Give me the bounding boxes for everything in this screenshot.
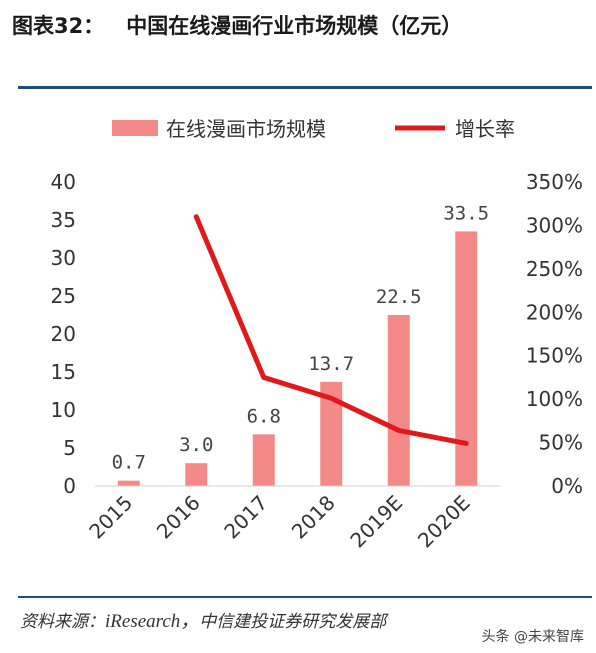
y-left-tick-label: 40: [51, 170, 76, 194]
y-right-tick-label: 200%: [526, 300, 583, 324]
y-left-tick-label: 5: [63, 436, 76, 460]
x-tick-label-2016: 2016: [152, 491, 205, 544]
x-tick-label-2017: 2017: [219, 491, 272, 544]
bar-2019E: [387, 315, 410, 486]
x-tick-label-2018: 2018: [287, 491, 340, 544]
y-right-tick-label: 50%: [539, 431, 583, 455]
y-right-tick-label: 100%: [526, 387, 583, 411]
source-org: 中信建投证券研究发展部: [199, 612, 387, 632]
x-tick-label-2020E: 2020E: [413, 491, 475, 553]
source-note: 资料来源：iResearch，中信建投证券研究发展部: [20, 606, 386, 633]
y-left-tick-label: 0: [63, 474, 76, 498]
combo-chart: 在线漫画市场规模 增长率 0 5 10 15 20 25 30 35 40 0% 50% 100% 150%…: [51, 117, 583, 553]
data-label-2016: 3.0: [179, 434, 213, 456]
y-right-tick-label: 300%: [526, 213, 583, 237]
y-left-tick-label: 10: [51, 398, 76, 422]
data-label-2020E: 33.5: [443, 202, 489, 224]
source-latin: iResearch，: [105, 611, 200, 632]
y-left-tick-label: 30: [51, 246, 76, 270]
watermark: 头条 @未来智库: [477, 625, 588, 647]
bottom-rule: [18, 596, 592, 598]
data-label-2019E: 22.5: [376, 286, 422, 308]
y-left-tick-label: 15: [51, 360, 76, 384]
figure-title: 图表32： 中国在线漫画行业市场规模（亿元）: [12, 10, 462, 40]
y-left-tick-label: 20: [51, 322, 76, 346]
y-right-tick-label: 250%: [526, 257, 583, 281]
y-right-tick-label: 350%: [526, 170, 583, 194]
source-label: 资料来源：: [20, 612, 105, 632]
bar-2016: [185, 463, 208, 486]
legend-bar-label: 在线漫画市场规模: [166, 117, 326, 141]
y-right-tick-label: 0%: [551, 474, 583, 498]
y-left-tick-label: 35: [51, 208, 76, 232]
bar-2015: [117, 480, 140, 486]
top-rule: [18, 86, 592, 89]
y-right-tick-label: 150%: [526, 344, 583, 368]
figure-number: 图表32：: [12, 14, 105, 38]
figure-title-text: 中国在线漫画行业市场规模（亿元）: [126, 14, 463, 38]
data-label-2018: 13.7: [308, 353, 354, 375]
x-tick-label-2019E: 2019E: [345, 491, 407, 553]
y-left-tick-label: 25: [51, 284, 76, 308]
x-tick-label-2015: 2015: [84, 491, 137, 544]
data-label-2015: 0.7: [112, 452, 146, 474]
bar-2018: [320, 381, 343, 486]
bar-2020E: [455, 231, 478, 486]
bar-2017: [252, 434, 275, 486]
legend-line-label: 增长率: [455, 117, 515, 141]
data-label-2017: 6.8: [247, 405, 281, 427]
legend-bar-swatch: [112, 120, 158, 136]
